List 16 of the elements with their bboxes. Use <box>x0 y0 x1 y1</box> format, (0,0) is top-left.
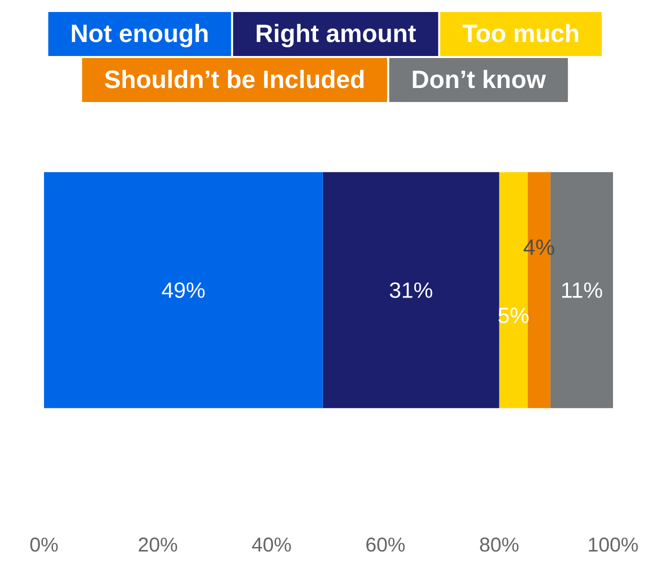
data-label: 49% <box>162 282 205 298</box>
text: Shouldn’t be Included <box>104 70 364 88</box>
x-tick-label: 100% <box>588 538 638 552</box>
data-label: 31% <box>390 282 432 298</box>
x-tick-label: 80% <box>480 538 518 552</box>
x-tick-label: 40% <box>252 538 291 552</box>
data-label: 11% <box>562 282 602 298</box>
text: Too much <box>462 24 578 42</box>
bar <box>322 172 500 408</box>
x-tick-label: 20% <box>138 538 178 552</box>
text: Right amount <box>256 24 416 48</box>
bar <box>44 172 323 408</box>
x-tick-label: 0% <box>30 538 58 552</box>
x-tick-label: 60% <box>366 538 405 552</box>
text: Not enough <box>72 24 208 48</box>
text: Don’t know <box>412 70 546 88</box>
